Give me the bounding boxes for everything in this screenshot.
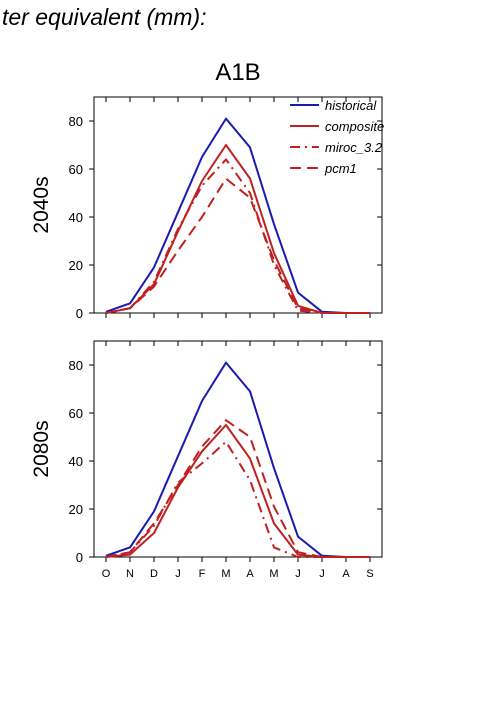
x-tick-label: M [221,568,230,580]
plot-frame [93,96,383,314]
panel-title: A1B [215,59,260,86]
series-line-pcm1 [105,419,370,558]
series-line-miroc-3-2 [105,158,370,314]
y-tick-label: 60 [69,406,83,421]
x-tick-label: O [102,568,111,580]
x-tick-label: S [366,568,373,580]
y-tick-label: 40 [69,210,83,225]
legend-label: historical [325,98,377,113]
x-tick-label: J [295,568,301,580]
series-line-composite [105,424,370,558]
y-tick-label: 0 [76,306,83,321]
row-label: 2080s [30,420,53,477]
x-tick-label: J [175,568,181,580]
legend: historical composite miroc_3.2 pcm1 [290,98,384,176]
chart-panel-2040s: 0 20 40 60 80 2040s historical composite miroc_3… [30,96,384,321]
x-tick-label: N [126,568,134,580]
series-line-historical [105,361,370,558]
y-tick-label: 0 [76,550,83,565]
plot-frame [93,340,383,558]
x-tick-label: A [342,568,350,580]
y-tick-label: 80 [69,114,83,129]
x-tick-label: J [319,568,325,580]
y-tick-label: 20 [69,502,83,517]
legend-label: composite [325,119,384,134]
legend-label: pcm1 [324,161,357,176]
x-tick-label: D [150,568,158,580]
chart-panels: 0 20 40 60 80 2040s historical composite miroc_3… [30,96,384,580]
y-tick-label: 80 [69,358,83,373]
x-tick-label: A [246,568,254,580]
series-line-pcm1 [105,177,370,314]
row-label: 2040s [30,176,53,233]
page-header-title: ter equivalent (mm): [2,4,207,30]
chart-panel-2080s: 0 20 40 60 80 O N D J F M A M J J A S 2080s [30,340,383,580]
y-tick-label: 20 [69,258,83,273]
legend-label: miroc_3.2 [325,140,383,155]
x-tick-label: F [199,568,206,580]
y-tick-label: 40 [69,454,83,469]
y-tick-label: 60 [69,162,83,177]
x-tick-label: M [269,568,278,580]
